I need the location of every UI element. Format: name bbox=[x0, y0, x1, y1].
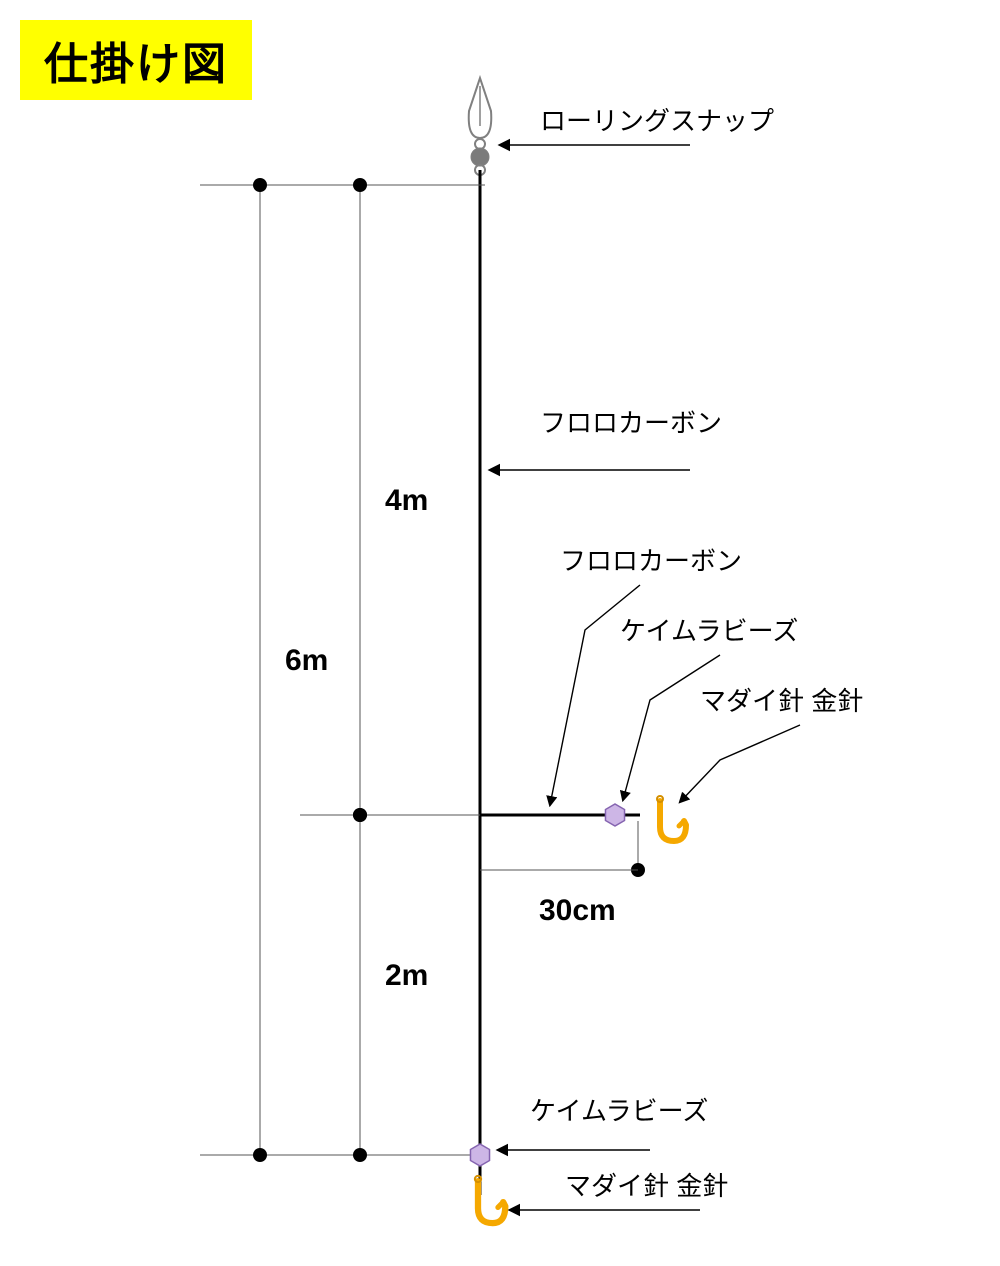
svg-text:2m: 2m bbox=[385, 959, 428, 992]
svg-text:ケイムラビーズ: ケイムラビーズ bbox=[620, 616, 798, 646]
diagram-svg: 6m4m2m30cmローリングスナップフロロカーボンフロロカーボンケイムラビーズ… bbox=[0, 0, 1000, 1261]
svg-text:マダイ針 金針: マダイ針 金針 bbox=[700, 686, 863, 716]
svg-text:マダイ針 金針: マダイ針 金針 bbox=[565, 1171, 728, 1201]
svg-text:フロロカーボン: フロロカーボン bbox=[560, 546, 742, 576]
svg-text:ケイムラビーズ: ケイムラビーズ bbox=[530, 1096, 708, 1126]
svg-text:6m: 6m bbox=[285, 644, 328, 677]
svg-text:ローリングスナップ: ローリングスナップ bbox=[540, 106, 774, 136]
svg-text:30cm: 30cm bbox=[539, 894, 616, 927]
svg-text:フロロカーボン: フロロカーボン bbox=[540, 408, 722, 438]
rig-diagram-canvas: { "title": "仕掛け図", "title_bg": "#ffff00"… bbox=[0, 0, 1000, 1261]
svg-text:4m: 4m bbox=[385, 484, 428, 517]
diagram-title: 仕掛け図 bbox=[20, 20, 252, 100]
